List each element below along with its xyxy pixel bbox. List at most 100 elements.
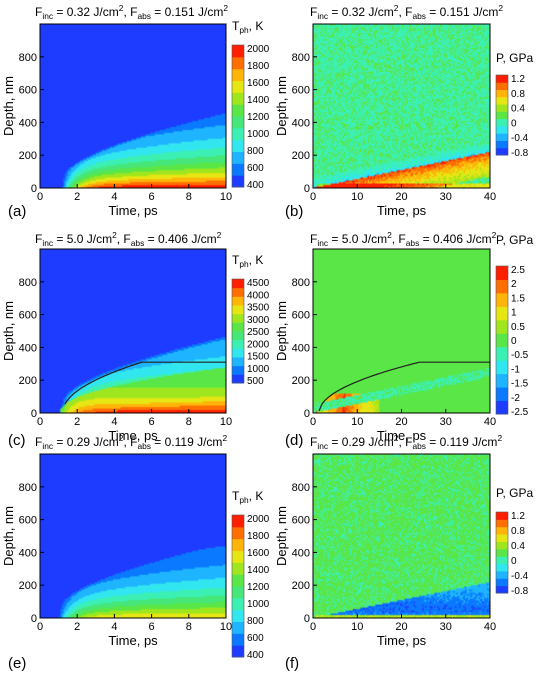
colorbar-swatch: [496, 512, 508, 520]
colorbar-swatch: [232, 586, 244, 599]
colorbar-tick-label: 2000: [247, 44, 270, 55]
colorbar-swatch: [232, 92, 244, 105]
panel-title: Finc = 5.0 J/cm2, Fabs = 0.406 J/cm2: [310, 230, 497, 248]
colorbar-tick-label: 2000: [247, 514, 270, 525]
colorbar-swatch: [496, 118, 508, 127]
colorbar-swatch: [232, 348, 244, 358]
y-tick-label: 200: [292, 580, 310, 592]
heatmap-b: [313, 24, 490, 188]
colorbar-tick-label: 1400: [247, 565, 270, 576]
colorbar-title: P, GPa: [496, 486, 533, 500]
colorbar-swatch: [232, 645, 244, 658]
colorbar-swatch: [232, 633, 244, 646]
y-axis-label: Depth, nm: [1, 506, 16, 566]
panel-title: Finc = 0.32 J/cm2, Fabs = 0.151 J/cm2: [35, 3, 228, 21]
colorbar-swatch: [232, 127, 244, 141]
colorbar-tick-label: 0.4: [511, 541, 525, 552]
y-tick-label: 600: [292, 310, 310, 322]
colorbar-swatch: [232, 163, 244, 176]
colorbar-tick-label: 1.2: [511, 511, 525, 522]
x-axis-label: Time, ps: [108, 203, 158, 218]
colorbar-swatch: [496, 319, 508, 334]
panel-title: Finc = 0.29 J/cm2, Fabs = 0.119 J/cm2: [310, 433, 502, 451]
colorbar-swatch: [496, 548, 508, 557]
colorbar-swatch: [232, 45, 244, 58]
y-axis-label: Depth, nm: [274, 76, 289, 136]
colorbar-swatch: [496, 140, 508, 149]
y-tick-label: 0: [31, 408, 37, 420]
colorbar-swatch: [496, 541, 508, 550]
colorbar-swatch: [496, 147, 508, 156]
panel-label: (b): [285, 203, 303, 220]
colorbar-swatch: [232, 296, 244, 306]
colorbar-swatch: [232, 538, 244, 551]
x-tick-label: 8: [186, 416, 192, 428]
colorbar-tick-label: 1200: [247, 582, 270, 593]
colorbar-swatch: [232, 279, 244, 289]
colorbar-tick-label: 0: [511, 336, 517, 347]
heatmap-a: [40, 24, 226, 188]
x-tick-label: 30: [440, 416, 452, 428]
x-tick-label: 4: [111, 416, 117, 428]
x-tick-label: 0: [310, 191, 316, 203]
colorbar-swatch: [232, 331, 244, 341]
colorbar-tick-label: 1: [511, 308, 517, 319]
colorbar-swatch: [232, 56, 244, 70]
y-tick-label: 600: [19, 515, 37, 527]
colorbar-swatch: [496, 96, 508, 105]
colorbar-swatch: [232, 574, 244, 587]
colorbar-tick-label: 3500: [247, 303, 270, 314]
colorbar-swatch: [496, 563, 508, 572]
y-tick-label: 0: [304, 408, 310, 420]
x-tick-label: 0: [37, 191, 43, 203]
colorbar-tick-label: 1.5: [511, 293, 525, 304]
colorbar-swatch: [232, 357, 244, 367]
colorbar-swatch: [496, 292, 508, 307]
heatmap-f: [313, 454, 490, 618]
heatmap-d: [313, 249, 490, 413]
colorbar-swatch: [496, 400, 508, 415]
y-axis-label: Depth, nm: [1, 301, 16, 361]
colorbar-tick-label: 600: [247, 633, 264, 644]
colorbar-swatch: [496, 346, 508, 361]
colorbar-tick-label: 800: [247, 616, 264, 627]
y-axis-label: Depth, nm: [1, 76, 16, 136]
colorbar: 1.2 0.8 0.4 0 -0.4 -0.8: [495, 74, 529, 159]
colorbar-swatch: [496, 585, 508, 594]
melt-front-line: [318, 361, 490, 412]
colorbar-swatch: [496, 387, 508, 402]
x-tick-label: 10: [220, 191, 232, 203]
colorbar-tick-label: -2: [511, 393, 520, 404]
y-tick-label: 200: [19, 580, 37, 592]
colorbar-tick-label: 4000: [247, 290, 270, 301]
colorbar-swatch: [232, 339, 244, 349]
panel-label: (a): [8, 203, 26, 220]
y-tick-label: 600: [19, 85, 37, 97]
colorbar-tick-label: 1600: [247, 78, 270, 89]
colorbar-tick-label: 1800: [247, 531, 270, 542]
y-tick-label: 800: [292, 482, 310, 494]
plot-frame: [39, 248, 227, 414]
colorbar-tick-label: 1600: [247, 548, 270, 559]
colorbar-tick-label: 4500: [247, 278, 270, 289]
colorbar-tick-label: 1400: [247, 95, 270, 106]
x-tick-label: 10: [351, 621, 363, 633]
y-tick-label: 800: [292, 277, 310, 289]
colorbar-tick-label: 0: [511, 118, 517, 129]
x-tick-label: 20: [395, 416, 407, 428]
colorbar-swatch: [232, 515, 244, 528]
colorbar-tick-label: -1.5: [511, 379, 529, 390]
colorbar-frame: [495, 511, 509, 594]
colorbar-swatch: [232, 621, 244, 634]
panel-label: (e): [8, 655, 26, 672]
colorbar-tick-label: 0.5: [511, 322, 525, 333]
x-axis-label: Time, ps: [108, 633, 158, 648]
y-tick-label: 0: [31, 183, 37, 195]
panel-label: (f): [285, 655, 299, 672]
plot-frame: [39, 453, 227, 619]
x-tick-label: 0: [310, 416, 316, 428]
x-tick-label: 4: [111, 621, 117, 633]
